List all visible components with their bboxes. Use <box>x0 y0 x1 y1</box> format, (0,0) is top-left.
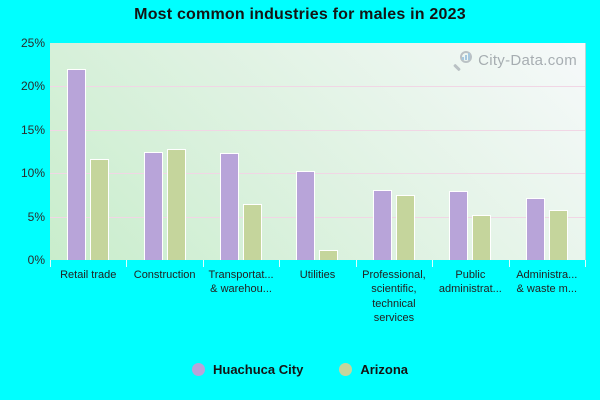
x-axis-label: Retail trade <box>60 269 117 281</box>
magnifier-lens <box>460 51 473 63</box>
gridline <box>50 129 585 131</box>
legend-label-arizona: Arizona <box>360 362 408 377</box>
legend-label-huachuca-city: Huachuca City <box>213 362 304 377</box>
legend-dot-arizona <box>339 363 353 376</box>
gridline <box>50 173 585 175</box>
legend-dot-huachuca-city <box>192 363 205 376</box>
y-axis-label: 10% <box>20 166 45 181</box>
bar-arizona <box>319 249 339 260</box>
x-axis-tick <box>355 260 357 267</box>
bar-arizona <box>90 159 110 260</box>
bar-arizona <box>166 148 186 260</box>
y-axis-label: 5% <box>27 209 45 224</box>
bar-group <box>509 43 585 260</box>
magnifier-bars-icon <box>452 50 473 72</box>
bar-huachuca-city <box>67 69 87 260</box>
legend-item-huachuca-city: Huachuca City <box>192 362 303 377</box>
x-axis-tick <box>585 260 586 267</box>
bar-huachuca-city <box>220 153 240 260</box>
bar-huachuca-city <box>449 190 469 260</box>
x-axis-label: Utilities <box>299 269 336 281</box>
gridline <box>50 216 585 218</box>
x-axis-tick <box>279 260 281 267</box>
legend: Huachuca City Arizona <box>0 362 600 377</box>
y-axis-label: 25% <box>20 36 45 50</box>
bar-group <box>356 43 432 260</box>
watermark: City-Data.com <box>452 50 577 72</box>
bar-arizona <box>243 204 263 260</box>
legend-item-arizona: Arizona <box>339 362 408 377</box>
bar-huachuca-city <box>372 189 392 260</box>
chart-title: Most common industries for males in 2023 <box>134 6 466 23</box>
y-axis-label: 20% <box>20 79 45 94</box>
y-axis-label: 15% <box>20 122 45 137</box>
x-axis-label: Professional, scientific, technical serv… <box>362 269 426 324</box>
x-axis-label: Public administrat... <box>438 269 502 296</box>
bar-group <box>50 43 126 260</box>
bar-group <box>126 43 202 260</box>
bar-group <box>432 43 508 260</box>
x-axis-tick <box>126 260 128 267</box>
x-axis-tick <box>508 260 510 267</box>
gridline <box>50 86 585 88</box>
bar-arizona <box>472 214 492 260</box>
watermark-text: City-Data.com <box>478 52 577 69</box>
x-axis-tick <box>202 260 204 267</box>
bar-arizona <box>395 194 415 260</box>
x-axis-label: Transportat... & warehou... <box>208 269 274 296</box>
bar-arizona <box>548 209 568 260</box>
y-axis-label: 0% <box>27 253 45 267</box>
x-axis-tick <box>432 260 434 267</box>
x-axis-label: Construction <box>133 269 196 281</box>
bar-huachuca-city <box>296 170 316 260</box>
x-axis-tick <box>50 260 51 267</box>
plot-area: City-Data.com <box>50 43 586 260</box>
bar-group <box>279 43 355 260</box>
bar-huachuca-city <box>525 198 545 260</box>
bar-huachuca-city <box>143 151 163 260</box>
bar-group <box>203 43 279 260</box>
x-axis-label: Administra... & waste m... <box>516 269 578 296</box>
